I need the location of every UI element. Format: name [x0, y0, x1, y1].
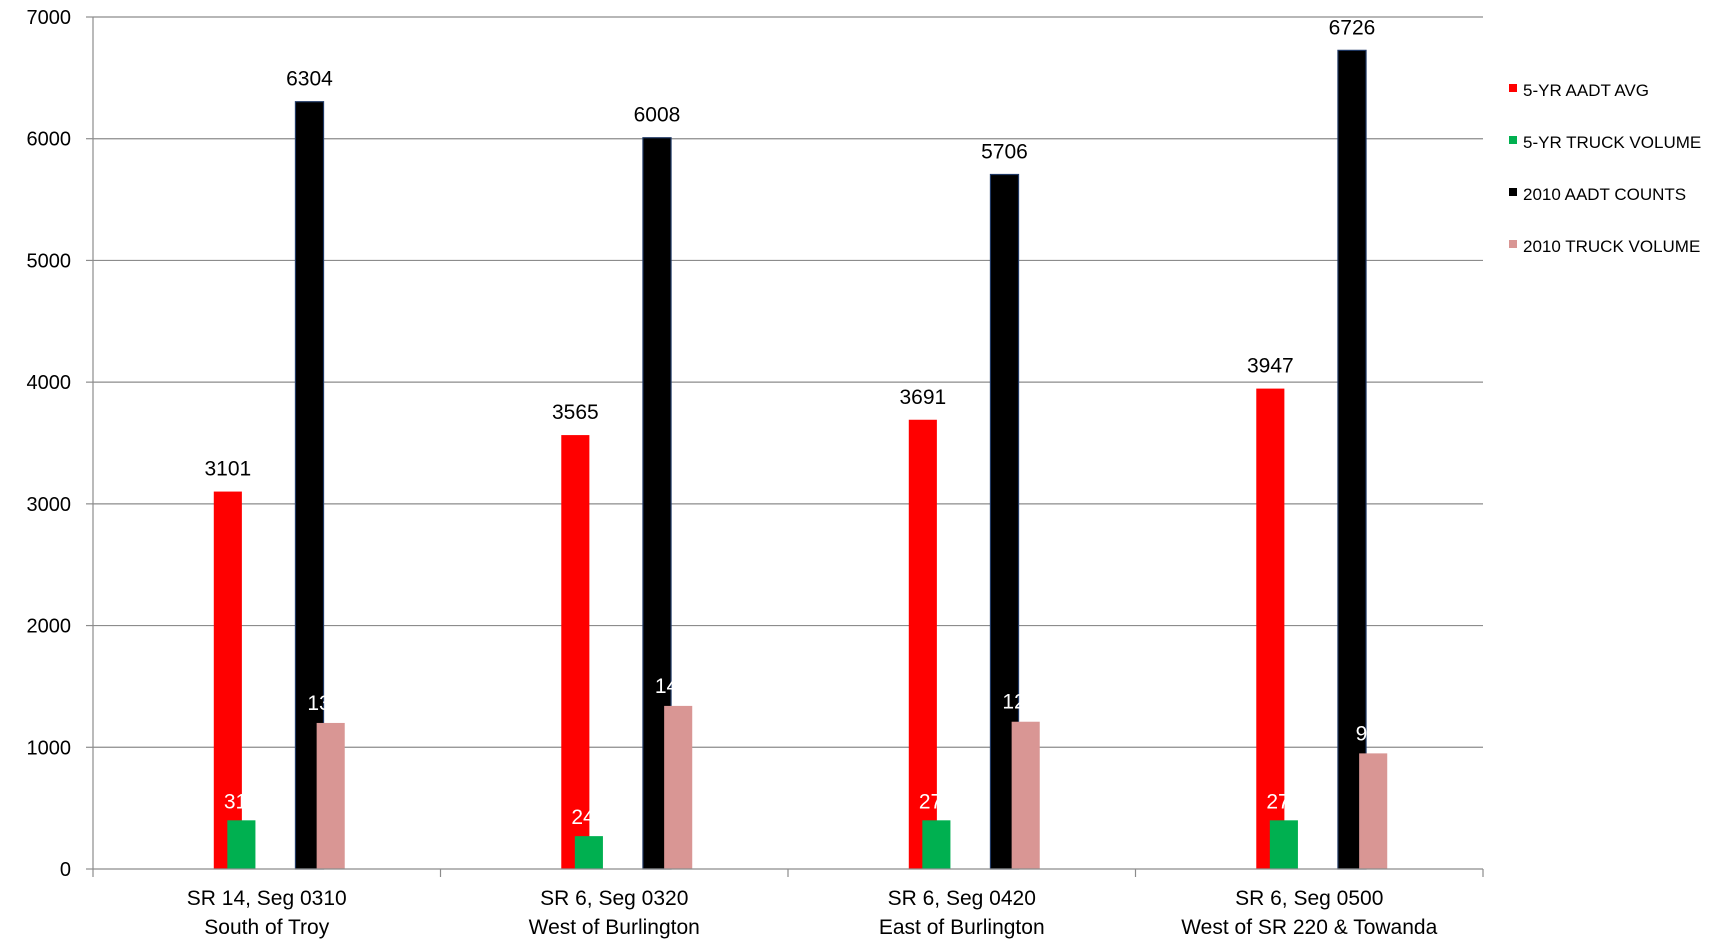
bar [574, 836, 603, 869]
legend-swatch [1509, 136, 1517, 144]
data-label: 3565 [552, 401, 599, 424]
y-tick-label: 2000 [27, 616, 72, 638]
bar [1256, 388, 1285, 869]
y-tick-label: 3000 [27, 494, 72, 516]
bar [1011, 721, 1040, 869]
bar [227, 820, 256, 869]
data-label: 277 [1266, 790, 1301, 813]
data-label: 1460 [655, 675, 702, 698]
y-tick-label: 5000 [27, 250, 72, 272]
y-tick-label: 7000 [27, 7, 72, 29]
data-label: 3691 [899, 386, 946, 409]
y-tick-label: 6000 [27, 129, 72, 151]
y-tick-label: 1000 [27, 737, 72, 759]
data-label: 247 [571, 806, 606, 829]
data-label: 6008 [634, 104, 681, 127]
legend-swatch [1509, 84, 1517, 92]
gridlines [93, 16, 1483, 748]
y-tick-label: 0 [60, 859, 71, 881]
legend-swatch [1509, 240, 1517, 248]
x-category-label: SR 14, Seg 0310 South of Troy [187, 887, 347, 939]
bar [908, 419, 937, 869]
bars [213, 49, 1388, 870]
data-label: 1300 [307, 692, 354, 715]
bar [922, 820, 951, 869]
bar [213, 491, 242, 869]
data-label: 6304 [286, 68, 333, 91]
bar [316, 722, 345, 869]
x-category-label: SR 6, Seg 0320 West of Burlington [529, 887, 700, 939]
legend-label: 5-YR AADT AVG [1523, 81, 1649, 100]
bar [1269, 820, 1298, 869]
data-labels: 3101 3565 3691 3947 6304 6008 5706 6726 310 247 27… [204, 16, 1390, 829]
x-category-label: SR 6, Seg 0500 West of SR 220 & Towanda [1181, 887, 1437, 939]
data-label: 310 [224, 790, 259, 813]
data-label: 3947 [1247, 355, 1294, 378]
axes: 0 1000 2000 3000 4000 5000 6000 7000 SR 14, Seg … [27, 7, 1484, 939]
legend-label: 5-YR TRUCK VOLUME [1523, 133, 1701, 152]
bar [664, 705, 693, 869]
y-tick-label: 4000 [27, 372, 72, 394]
bar [1337, 49, 1367, 870]
data-label: 3101 [204, 458, 251, 481]
bar [561, 435, 590, 869]
data-label: 5706 [981, 140, 1028, 163]
data-label: 1260 [1002, 691, 1049, 714]
x-category-label: SR 6, Seg 0420 East of Burlington [879, 887, 1045, 939]
legend-swatch [1509, 188, 1517, 196]
data-label: 6726 [1329, 16, 1376, 39]
legend-label: 2010 AADT COUNTS [1523, 185, 1686, 204]
data-label: 274 [919, 790, 954, 813]
legend: 5-YR AADT AVG 5-YR TRUCK VOLUME 2010 AADT … [1509, 81, 1701, 256]
legend-label: 2010 TRUCK VOLUME [1523, 237, 1700, 256]
bar [1359, 753, 1388, 869]
data-label: 967 [1356, 722, 1391, 745]
